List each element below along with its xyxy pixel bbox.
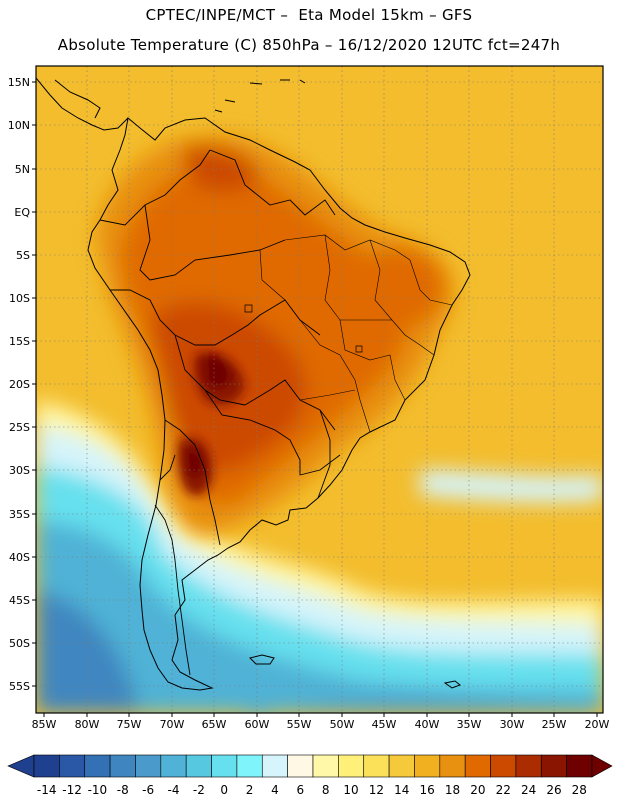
temperature-field bbox=[36, 66, 603, 713]
colorbar-tick-label: 0 bbox=[220, 783, 228, 797]
colorbar-tick-label: 4 bbox=[271, 783, 279, 797]
lat-label: 25S bbox=[9, 421, 30, 434]
south-georgia bbox=[443, 680, 461, 689]
colorbar-tick-label: 16 bbox=[419, 783, 434, 797]
lat-label: EQ bbox=[14, 206, 30, 219]
lon-label: 30W bbox=[500, 718, 525, 731]
colorbar-tick-label: -4 bbox=[168, 783, 180, 797]
lon-label: 40W bbox=[415, 718, 440, 731]
lat-label: 50S bbox=[9, 637, 30, 650]
colorbar-tick-label: -12 bbox=[62, 783, 82, 797]
central-america-coastline bbox=[36, 77, 129, 131]
lat-label: 45S bbox=[9, 594, 30, 607]
lat-label: 5S bbox=[16, 249, 30, 262]
colorbar-cell bbox=[287, 754, 314, 778]
colorbar-cell bbox=[338, 754, 365, 778]
colorbar-cell bbox=[84, 754, 111, 778]
colorbar-cell bbox=[388, 754, 415, 778]
colorbar-tick-label: 8 bbox=[322, 783, 330, 797]
colorbar-tick-label: 20 bbox=[470, 783, 485, 797]
colorbar-tick-label: 10 bbox=[343, 783, 358, 797]
colorbar-cell bbox=[363, 754, 390, 778]
colorbar-cell bbox=[414, 754, 441, 778]
lon-label: 55W bbox=[287, 718, 312, 731]
colorbar-tick-label: -10 bbox=[88, 783, 108, 797]
lon-label: 45W bbox=[372, 718, 397, 731]
colorbar-cell bbox=[540, 754, 567, 778]
colorbar-cell bbox=[236, 754, 263, 778]
lat-label: 5N bbox=[15, 163, 30, 176]
colorbar-left-arrow bbox=[7, 754, 35, 778]
lat-label: 15N bbox=[8, 76, 30, 89]
lat-label: 30S bbox=[9, 464, 30, 477]
lat-label: 40S bbox=[9, 551, 30, 564]
colorbar-tick-label: -6 bbox=[142, 783, 154, 797]
colorbar-tick-label: 2 bbox=[246, 783, 254, 797]
falkland-islands bbox=[249, 654, 275, 665]
lon-label: 25W bbox=[542, 718, 567, 731]
colorbar-tick-label: 14 bbox=[394, 783, 409, 797]
colorbar-tick-label: 26 bbox=[546, 783, 561, 797]
colorbar-cell bbox=[515, 754, 542, 778]
colorbar-cell bbox=[135, 754, 162, 778]
colorbar-right-arrow bbox=[591, 754, 613, 778]
colorbar-cell bbox=[33, 754, 60, 778]
colorbar-cell bbox=[490, 754, 517, 778]
lon-label: 70W bbox=[160, 718, 185, 731]
colorbar-cell bbox=[109, 754, 136, 778]
south-america-coastline bbox=[87, 117, 471, 691]
lon-label: 60W bbox=[245, 718, 270, 731]
lakes bbox=[244, 304, 363, 353]
colorbar-cells bbox=[7, 754, 613, 778]
lat-label: 10N bbox=[8, 119, 30, 132]
colorbar-cell bbox=[566, 754, 593, 778]
colorbar-tick-label: 22 bbox=[496, 783, 511, 797]
caribbean-islands bbox=[214, 79, 306, 113]
lon-label: 75W bbox=[117, 718, 142, 731]
colorbar-tick-label: 12 bbox=[369, 783, 384, 797]
colorbar-cell bbox=[185, 754, 212, 778]
colorbar-cell bbox=[312, 754, 339, 778]
colorbar-cell bbox=[59, 754, 86, 778]
colorbar-tick-label: 6 bbox=[296, 783, 304, 797]
colorbar-tick-label: 28 bbox=[572, 783, 587, 797]
map-frame bbox=[35, 65, 604, 714]
colorbar-cell bbox=[439, 754, 466, 778]
tick-marks bbox=[32, 81, 598, 717]
lon-label: 85W bbox=[32, 718, 57, 731]
colorbar-tick-label: -14 bbox=[37, 783, 57, 797]
colorbar-cell bbox=[464, 754, 491, 778]
colorbar-cell bbox=[160, 754, 187, 778]
longitude-labels: 85W 80W 75W 70W 65W 60W 55W 50W 45W 40W … bbox=[32, 718, 610, 731]
lon-label: 20W bbox=[585, 718, 610, 731]
lon-label: 80W bbox=[75, 718, 100, 731]
lat-label: 15S bbox=[9, 335, 30, 348]
lat-label: 55S bbox=[9, 680, 30, 693]
lon-label: 35W bbox=[457, 718, 482, 731]
colorbar-cell bbox=[211, 754, 238, 778]
colorbar-tick-label: -8 bbox=[117, 783, 129, 797]
colorbar-labels: -14 -12 -10 -8 -6 -4 -2 0 2 4 6 8 10 12 14 16 18 20 22 24 26… bbox=[37, 783, 587, 797]
colorbar-tick-label: 24 bbox=[521, 783, 536, 797]
lat-label: 35S bbox=[9, 508, 30, 521]
map-title-line-2: Absolute Temperature (C) 850hPa – 16/12/… bbox=[57, 36, 561, 54]
colorbar-tick-label: -2 bbox=[193, 783, 205, 797]
lat-label: 20S bbox=[9, 378, 30, 391]
graticule bbox=[36, 66, 603, 713]
lon-label: 65W bbox=[202, 718, 227, 731]
map-title-line-1: CPTEC/INPE/MCT – Eta Model 15km – GFS bbox=[145, 6, 473, 24]
state-borders bbox=[259, 234, 453, 433]
country-borders bbox=[99, 149, 341, 676]
lon-label: 50W bbox=[330, 718, 355, 731]
lat-label: 10S bbox=[9, 292, 30, 305]
colorbar-cell bbox=[261, 754, 288, 778]
latitude-labels: 15N 10N 5N EQ 5S 10S 15S 20S 25S 30S 35S… bbox=[8, 76, 31, 693]
colorbar-tick-label: 18 bbox=[445, 783, 460, 797]
